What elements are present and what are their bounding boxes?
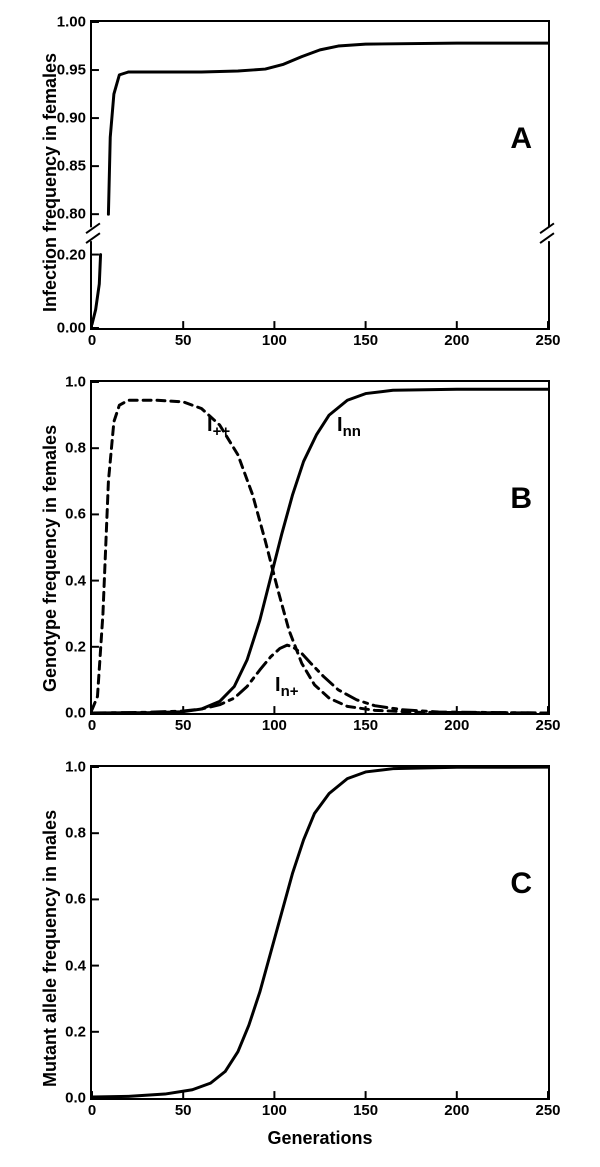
panel-a: Infection frequency in females A 1.00 0.…: [90, 20, 550, 330]
figure-page: Infection frequency in females A 1.00 0.…: [0, 0, 600, 1167]
ytick: 0.4: [65, 572, 86, 589]
xtick: 100: [262, 332, 287, 349]
panel-c-ylabel: Mutant allele frequency in males: [40, 810, 61, 1087]
ytick: 0.85: [57, 158, 86, 175]
xtick: 250: [535, 1102, 560, 1119]
xtick: 100: [262, 717, 287, 734]
panel-b: Genotype frequency in females B 1.0 0.8 …: [90, 380, 550, 715]
ytick: 0.8: [65, 825, 86, 842]
panel-c: Mutant allele frequency in males C 1.0 0…: [90, 765, 550, 1100]
xtick: 250: [535, 717, 560, 734]
x-axis-label: Generations: [90, 1128, 550, 1149]
xtick: 50: [175, 332, 192, 349]
ytick: 0.20: [57, 246, 86, 263]
xtick: 150: [353, 1102, 378, 1119]
xtick: 150: [353, 717, 378, 734]
panel-c-svg: [92, 767, 548, 1098]
ytick: 0.80: [57, 206, 86, 223]
xtick: 150: [353, 332, 378, 349]
ytick: 0.0: [65, 705, 86, 722]
xtick: 0: [88, 717, 96, 734]
ytick: 0.90: [57, 110, 86, 127]
xtick: 200: [444, 717, 469, 734]
ytick: 0.6: [65, 891, 86, 908]
ytick: 0.4: [65, 957, 86, 974]
xtick: 100: [262, 1102, 287, 1119]
ytick: 0.95: [57, 62, 86, 79]
panel-b-svg: [92, 382, 548, 713]
panel-a-svg: [92, 22, 548, 328]
ytick: 0.2: [65, 638, 86, 655]
ytick: 0.0: [65, 1090, 86, 1107]
xtick: 0: [88, 332, 96, 349]
ytick: 1.00: [57, 14, 86, 31]
xtick: 0: [88, 1102, 96, 1119]
panel-b-ylabel: Genotype frequency in females: [40, 425, 61, 692]
xtick: 50: [175, 1102, 192, 1119]
xtick: 250: [535, 332, 560, 349]
ytick: 0.2: [65, 1023, 86, 1040]
panel-a-ylabel: Infection frequency in females: [40, 53, 61, 312]
ytick: 0.8: [65, 440, 86, 457]
ytick: 1.0: [65, 374, 86, 391]
ytick: 0.00: [57, 320, 86, 337]
xtick: 200: [444, 332, 469, 349]
xtick: 200: [444, 1102, 469, 1119]
ytick: 0.6: [65, 506, 86, 523]
xtick: 50: [175, 717, 192, 734]
ytick: 1.0: [65, 759, 86, 776]
